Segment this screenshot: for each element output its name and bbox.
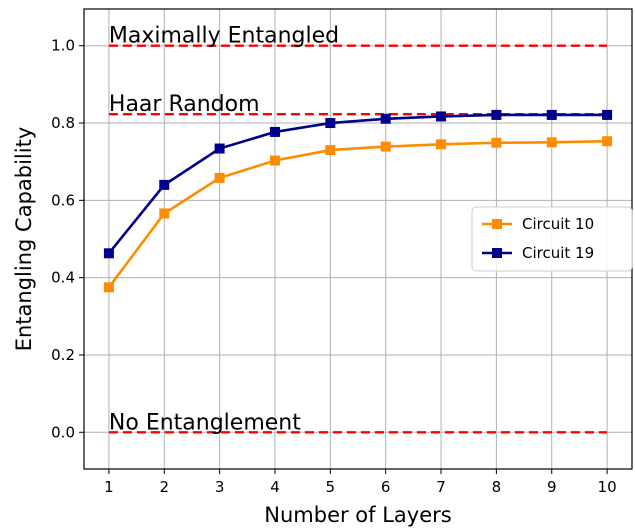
series-group (103, 109, 613, 293)
data-point (436, 139, 447, 150)
data-point (159, 208, 170, 219)
legend-label: Circuit 10 (522, 215, 594, 233)
x-tick-label: 1 (104, 478, 114, 496)
data-point (491, 109, 502, 120)
reference-lines: Maximally Entangled Haar Random No Entangl… (108, 24, 608, 435)
y-tick-label: 0.4 (51, 269, 75, 287)
data-point (214, 172, 225, 183)
data-point (546, 137, 557, 148)
y-tick-label: 0.0 (51, 423, 75, 441)
y-axis-title: Entangling Capability (12, 127, 36, 352)
data-point (325, 118, 336, 129)
y-tick-label: 1.0 (51, 37, 75, 55)
reference-label: Maximally Entangled (109, 24, 339, 49)
x-tick-label: 10 (598, 478, 617, 496)
x-tick-label: 9 (547, 478, 557, 496)
grid (84, 9, 632, 469)
data-point (436, 111, 447, 122)
data-point (380, 141, 391, 152)
y-tick-label: 0.6 (51, 191, 75, 209)
x-axis-title: Number of Layers (264, 503, 451, 527)
series-line (107, 139, 608, 289)
legend: Circuit 10 Circuit 19 (471, 206, 633, 272)
data-point (214, 143, 225, 154)
data-point (380, 113, 391, 124)
x-tick-label: 2 (159, 478, 169, 496)
x-tick-label: 3 (215, 478, 225, 496)
x-tick-label: 8 (492, 478, 502, 496)
y-tick-label: 0.8 (51, 114, 75, 132)
y-tick-label: 0.2 (51, 346, 75, 364)
legend-marker (492, 248, 502, 258)
x-tick-label: 7 (436, 478, 446, 496)
data-point (159, 179, 170, 190)
x-tick-label: 4 (270, 478, 280, 496)
x-tick-label: 6 (381, 478, 391, 496)
data-point (103, 282, 114, 293)
reference-label: Haar Random (109, 92, 260, 117)
data-point (491, 137, 502, 148)
data-point (269, 126, 280, 137)
series-line (107, 113, 608, 255)
x-tick-label: 5 (326, 478, 336, 496)
data-point (103, 248, 114, 259)
data-point (269, 155, 280, 166)
data-point (602, 136, 613, 147)
reference-label: No Entanglement (109, 410, 301, 435)
data-point (325, 145, 336, 156)
legend-label: Circuit 19 (522, 244, 594, 262)
legend-marker (492, 219, 502, 229)
data-point (602, 109, 613, 120)
data-point (546, 109, 557, 120)
axis-ticks: 1 2 3 4 5 6 7 8 9 10 0.0 0.2 0.4 0.6 0.8 1.0 (51, 37, 616, 496)
